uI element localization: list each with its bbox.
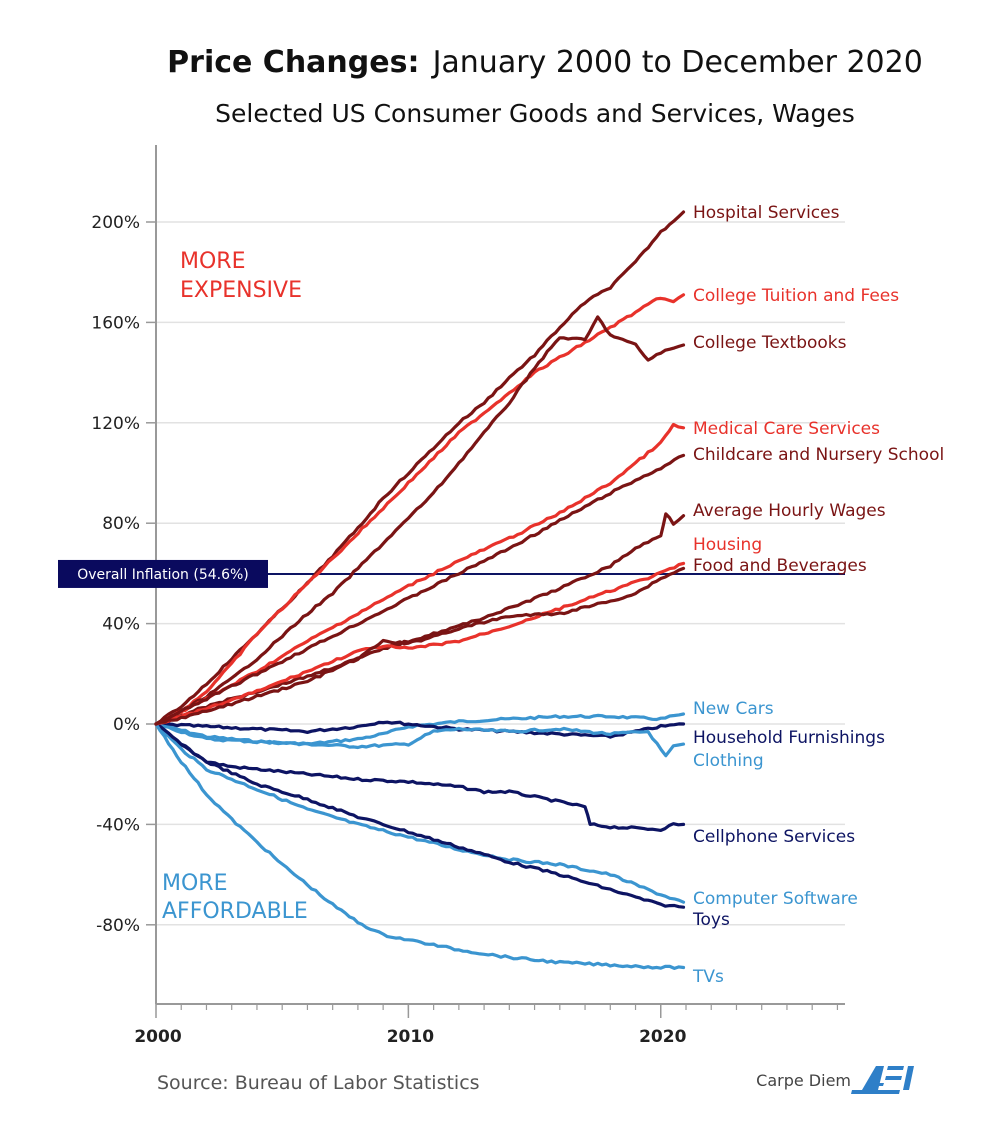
series-label-food-and-beverages: Food and Beverages	[693, 556, 867, 576]
zone-label-affordable-line1: MORE	[162, 871, 227, 896]
chart-title-rest: January 2000 to December 2020	[431, 45, 923, 80]
series-label-hospital-services: Hospital Services	[693, 203, 840, 223]
series-line-average-hourly-wages	[154, 512, 686, 726]
chart-title-bold: Price Changes:	[167, 45, 419, 80]
aei-logo-icon	[851, 1066, 914, 1094]
series-label-toys: Toys	[692, 910, 730, 930]
series-line-cellphone-services	[154, 722, 686, 832]
series-label-housing: Housing	[693, 535, 762, 555]
series-label-computer-software: Computer Software	[693, 889, 858, 909]
series-line-toys	[154, 722, 686, 909]
y-tick-label: 0%	[113, 715, 140, 735]
series-label-new-cars: New Cars	[693, 699, 774, 719]
series-line-college-textbooks	[154, 315, 686, 726]
x-tick-label: 2020	[639, 1027, 686, 1047]
y-tick-label: 80%	[102, 514, 140, 534]
source-note: Source: Bureau of Labor Statistics	[157, 1072, 480, 1094]
series-label-clothing: Clothing	[693, 751, 764, 771]
series-line-college-tuition-and-fees	[154, 293, 686, 726]
inflation-reference: Overall Inflation (54.6%)	[58, 559, 845, 588]
zone-label-affordable: MORE AFFORDABLE	[162, 871, 308, 924]
zone-label-affordable-line2: AFFORDABLE	[162, 899, 308, 924]
series-label-medical-care-services: Medical Care Services	[693, 419, 880, 439]
x-tick-label: 2010	[387, 1027, 434, 1047]
inflation-label: Overall Inflation (54.6%)	[77, 567, 249, 583]
series-line-food-and-beverages	[154, 566, 686, 726]
series-line-medical-care-services	[154, 422, 686, 726]
series-lines	[154, 210, 686, 970]
series-line-housing	[154, 561, 686, 726]
inflation-label-box	[58, 559, 268, 588]
series-line-tvs	[154, 722, 686, 970]
y-tick-label: 40%	[102, 615, 140, 635]
series-line-clothing	[154, 722, 686, 758]
axes: -80% -40% 0% 40% 80% 120% 160% 200% 2000 2010 2020	[91, 145, 845, 1047]
y-tick-label: -40%	[96, 815, 140, 835]
series-label-household-furnishings: Household Furnishings	[693, 728, 885, 748]
series-labels: Hospital Services College Tuition and Fee…	[692, 203, 944, 987]
brand-text: Carpe Diem	[756, 1071, 851, 1090]
y-tick-label: 160%	[91, 313, 140, 333]
series-label-tvs: TVs	[692, 967, 724, 987]
series-line-household-furnishings	[154, 720, 686, 739]
series-line-computer-software	[154, 722, 686, 904]
grid	[156, 221, 845, 926]
zone-label-expensive-line2: EXPENSIVE	[180, 278, 302, 303]
zone-label-expensive: MORE EXPENSIVE	[180, 249, 302, 303]
zone-label-expensive-line1: MORE	[180, 249, 245, 274]
chart-subtitle: Selected US Consumer Goods and Services,…	[215, 99, 855, 128]
series-label-childcare-and-nursery-school: Childcare and Nursery School	[693, 445, 944, 465]
series-label-cellphone-services: Cellphone Services	[693, 827, 855, 847]
series-label-college-tuition-and-fees: College Tuition and Fees	[693, 286, 899, 306]
chart-title: Price Changes: January 2000 to December …	[167, 45, 923, 80]
series-line-childcare-and-nursery-school	[154, 453, 686, 726]
series-label-college-textbooks: College Textbooks	[693, 333, 847, 353]
y-tick-label: 120%	[91, 414, 140, 434]
y-tick-label: -80%	[96, 916, 140, 936]
y-tick-label: 200%	[91, 213, 140, 233]
x-tick-label: 2000	[134, 1027, 181, 1047]
series-label-average-hourly-wages: Average Hourly Wages	[693, 501, 886, 521]
